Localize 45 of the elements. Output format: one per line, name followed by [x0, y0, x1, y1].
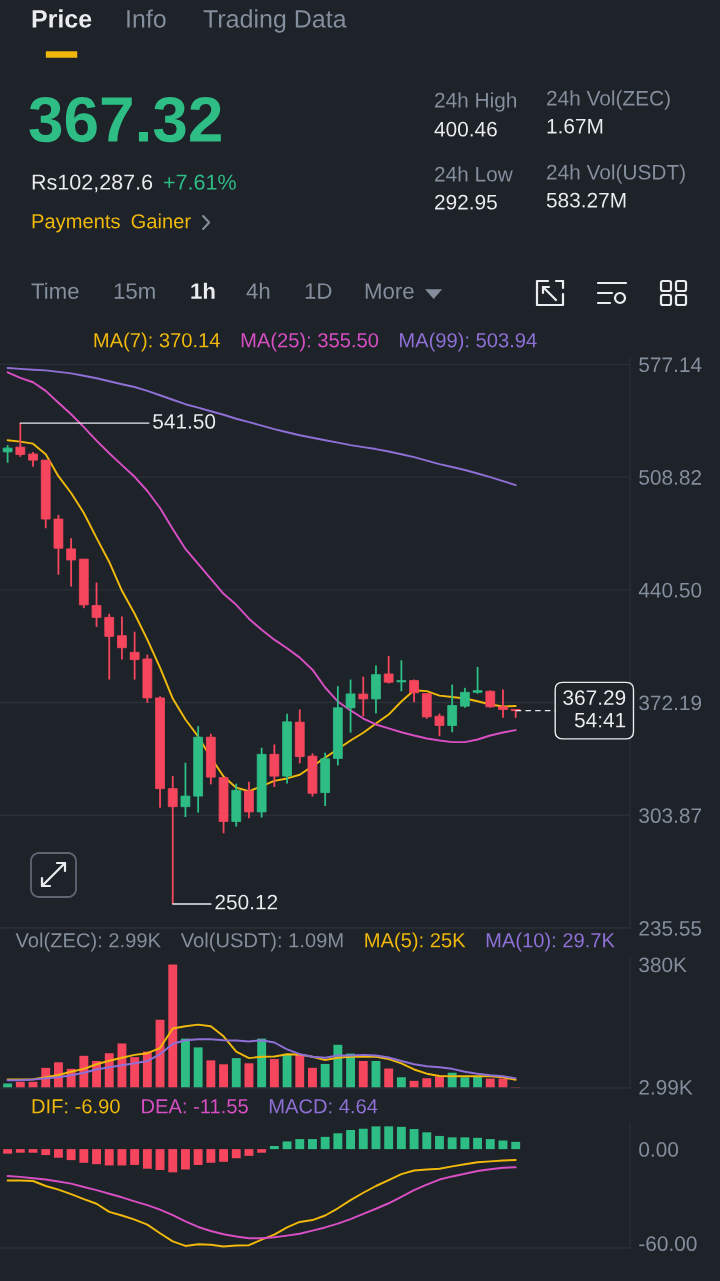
text: DEA: -11.55 — [142, 1099, 248, 1114]
y-tick-label: -60.00 — [639, 1236, 697, 1252]
y-tick-label: 577.14 — [639, 357, 702, 373]
annotation: 541.50 — [153, 414, 216, 429]
text: 1D — [305, 283, 332, 299]
text: 24h Vol(ZEC) — [547, 90, 670, 110]
text: Gainer — [131, 213, 191, 229]
y-tick-label: 380K — [639, 957, 687, 973]
text: More — [365, 283, 414, 299]
text: +7.61% — [164, 174, 236, 190]
text: 15m — [114, 283, 155, 299]
annotation: 250.12 — [215, 894, 278, 910]
series-label: Vol(ZEC): 2.99K — [15, 932, 161, 952]
text: 367.32 — [29, 96, 221, 143]
series-label: MACD: 4.64 — [269, 1099, 378, 1114]
text: Vol(USDT): 1.09M — [180, 932, 343, 952]
y-tick-label: 303.87 — [639, 808, 702, 824]
text: 1h — [191, 282, 215, 299]
text: 400.46 — [434, 121, 497, 137]
y-tick-label: 440.50 — [638, 582, 702, 598]
text: 4h — [246, 282, 270, 299]
text: 292.95 — [435, 194, 497, 210]
ref-line-label: 367.29 54:41 — [563, 690, 626, 728]
y-tick-label: 508.82 — [639, 470, 702, 485]
y-tick-label: 372.19 — [639, 695, 702, 711]
text: Info — [127, 9, 166, 28]
text: MA(5): 25K — [365, 932, 466, 952]
text: Trading Data — [203, 9, 347, 33]
text: MA(10): 29.7K — [486, 932, 615, 952]
text: MA(7): 370.14 — [94, 332, 220, 352]
text: Price — [32, 9, 92, 28]
text: 583.27M — [546, 192, 626, 208]
text: 24h High — [435, 92, 517, 112]
y-tick-label: 2.99K — [639, 1080, 693, 1095]
text: 24h Vol(USDT) — [547, 164, 685, 184]
text: MA(25): 355.50 — [241, 332, 379, 352]
text: MA(99): 503.94 — [400, 332, 537, 352]
text: Time — [31, 282, 79, 299]
text: Payments — [32, 214, 120, 233]
y-tick-label: 0.00 — [639, 1142, 679, 1157]
text: DIF: -6.90 — [32, 1099, 120, 1114]
text: 1.67M — [547, 118, 603, 134]
text: Rs102,287.6 — [32, 174, 153, 193]
y-tick-label: 235.55 — [639, 921, 702, 936]
text: 24h Low — [435, 166, 513, 182]
